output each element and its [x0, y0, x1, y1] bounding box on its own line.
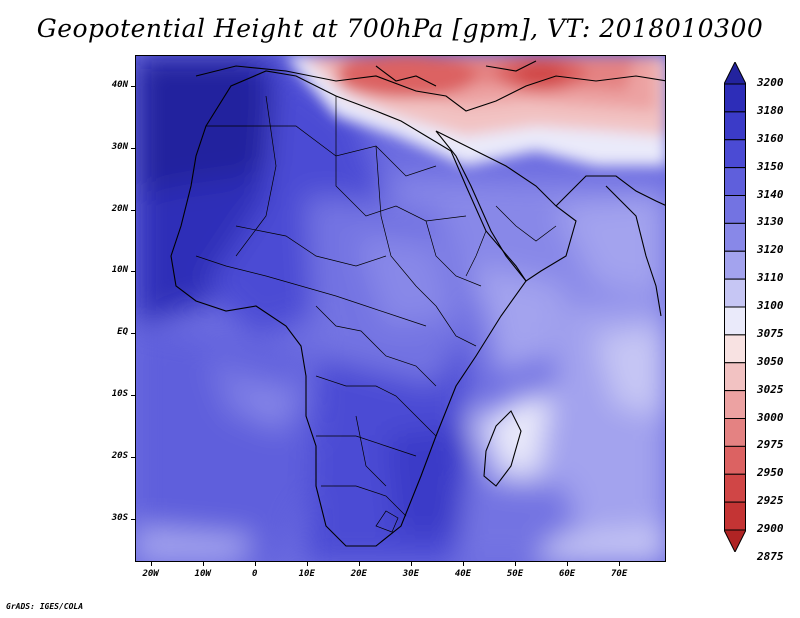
lat-label-40n: 40N [111, 79, 128, 90]
lon-tick [462, 562, 464, 566]
lon-label-70e: 70E [611, 569, 628, 579]
colorbar-swatch [724, 278, 746, 308]
colorbar-swatch [724, 111, 746, 141]
colorbar-swatch [724, 390, 746, 419]
map-panel [135, 55, 666, 562]
colorbar-label-2875: 2875 [757, 549, 784, 563]
colorbar-swatch [724, 167, 746, 196]
colorbar-label-2900: 2900 [757, 522, 784, 535]
colorbar-label-3000: 3000 [757, 410, 784, 424]
colorbar-swatch [724, 501, 746, 531]
lon-label-10w: 10W [194, 569, 211, 579]
lon-tick [515, 562, 517, 566]
colorbar-swatch [724, 473, 746, 503]
lon-label-0: 0 [252, 569, 258, 579]
height-field [136, 56, 665, 561]
lon-tick [410, 562, 412, 566]
lon-label-10e: 10E [298, 569, 315, 579]
lat-label-20s: 20S [111, 450, 128, 461]
lon-tick [254, 562, 256, 566]
borders [195, 95, 557, 533]
colorbar-label-3100: 3100 [757, 299, 784, 312]
colorbar-label-3200: 3200 [757, 76, 784, 89]
lat-tick [131, 209, 135, 211]
colorbar-label-3150: 3150 [757, 159, 784, 173]
lat-tick [131, 333, 135, 335]
colorbar-bottom-arrow [724, 529, 746, 552]
lon-label-40e: 40E [454, 569, 472, 579]
colorbar-swatch [724, 222, 746, 252]
lat-tick [131, 518, 135, 520]
colorbar-swatch [724, 445, 746, 475]
lat-label-eq: EQ [117, 327, 128, 338]
height-field-smoothed [136, 56, 665, 561]
lat-tick [131, 85, 135, 87]
lon-tick [619, 562, 621, 566]
lat-tick [131, 271, 135, 273]
colorbar [724, 62, 746, 552]
chart-title: Geopotential Height at 700hPa [gpm], VT:… [36, 14, 764, 43]
colorbar-swatch [724, 334, 746, 364]
colorbar-swatch [724, 250, 746, 280]
colorbar-swatch [724, 418, 746, 447]
low-pressure-north [286, 56, 665, 166]
colorbar-label-3075: 3075 [757, 326, 784, 340]
colorbar-label-2925: 2925 [757, 494, 784, 508]
grads-credit: GrADS: IGES/COLA [6, 602, 84, 611]
colorbar-label-3180: 3180 [757, 103, 784, 117]
lon-label-30e: 30E [402, 569, 420, 579]
lat-label-30s: 30S [111, 512, 128, 523]
colorbar-label-3120: 3120 [757, 243, 784, 257]
lon-tick [358, 562, 360, 566]
lon-label-60e: 60E [558, 569, 576, 579]
lon-label-50e: 50E [506, 569, 524, 579]
colorbar-label-3160: 3160 [757, 131, 784, 145]
colorbar-label-3140: 3140 [757, 187, 784, 201]
colorbar-swatch [724, 139, 746, 169]
colorbar-top-arrow [724, 62, 746, 85]
lon-tick [202, 562, 204, 566]
lat-label-10n: 10N [111, 265, 128, 276]
lon-label-20w: 20W [142, 569, 159, 579]
colorbar-swatch [724, 362, 746, 392]
lat-label-30n: 30N [111, 141, 128, 152]
lon-tick [567, 562, 569, 566]
lon-tick [150, 562, 152, 566]
colorbar-label-3050: 3050 [757, 354, 784, 368]
map-svg [136, 56, 665, 561]
colorbar-label-2950: 2950 [757, 466, 784, 480]
colorbar-label-3110: 3110 [757, 271, 784, 285]
coastlines [170, 60, 665, 547]
lat-tick [131, 147, 135, 149]
colorbar-swatch [724, 306, 746, 336]
lon-tick [306, 562, 308, 566]
lat-tick [131, 395, 135, 397]
lon-label-20e: 20E [350, 569, 367, 579]
colorbar-label-3025: 3025 [757, 382, 784, 396]
lat-label-20n: 20N [111, 203, 128, 214]
lat-label-10s: 10S [111, 389, 128, 400]
colorbar-swatch [724, 195, 746, 224]
colorbar-label-2975: 2975 [757, 438, 784, 452]
colorbar-swatch [724, 83, 746, 113]
lat-tick [131, 456, 135, 458]
colorbar-label-3130: 3130 [757, 215, 784, 229]
